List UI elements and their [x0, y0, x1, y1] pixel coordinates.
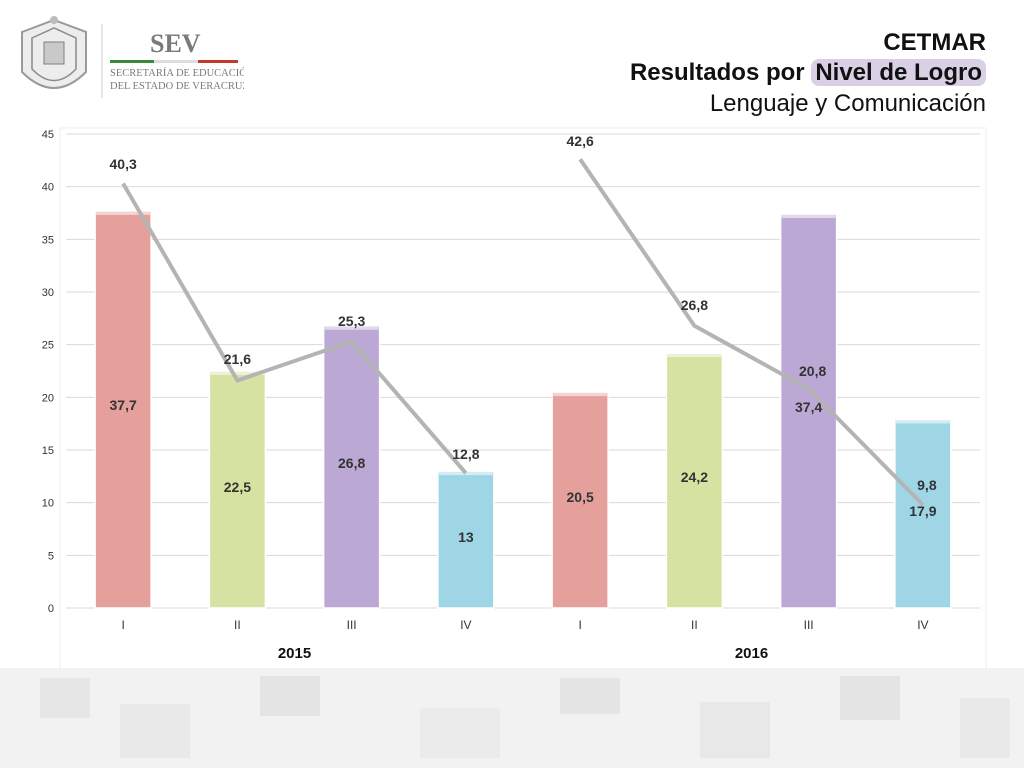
org-main: SEV [150, 29, 201, 58]
y-tick-label: 20 [42, 392, 54, 404]
y-tick-label: 0 [48, 603, 54, 615]
org-line2: DEL ESTADO DE VERACRUZ [110, 81, 244, 92]
bar-top-highlight [324, 325, 379, 330]
bar [894, 418, 952, 609]
line-value-label: 25,3 [338, 313, 365, 329]
bar [437, 470, 495, 609]
y-tick-label: 45 [42, 129, 54, 141]
x-tick-label: I [121, 618, 124, 632]
x-tick-label: II [691, 618, 698, 632]
line-value-label: 42,6 [567, 133, 594, 149]
bar-top-highlight [96, 210, 151, 215]
x-tick-label: III [347, 618, 357, 632]
title-block: CETMAR Resultados por Nivel de Logro Len… [630, 28, 986, 120]
bar-top-highlight [781, 214, 836, 219]
bar [322, 324, 381, 609]
subtitle-highlight: Nivel de Logro [811, 59, 986, 86]
bar-value-label: 24,2 [681, 469, 708, 485]
line-value-label: 40,3 [110, 156, 137, 172]
line-value-label: 26,8 [681, 297, 708, 313]
y-tick-label: 5 [48, 550, 54, 562]
bar-value-label: 13 [458, 529, 474, 545]
page-title: CETMAR [883, 29, 986, 56]
y-tick-label: 15 [42, 445, 54, 457]
x-tick-label: IV [460, 618, 471, 632]
footer-decoration [0, 668, 1024, 768]
bar-top-highlight [667, 353, 722, 358]
y-tick-label: 35 [42, 234, 54, 246]
y-tick-label: 25 [42, 340, 54, 352]
bar-value-label: 22,5 [224, 479, 251, 495]
bar-value-label: 20,5 [567, 489, 594, 505]
org-line1: SECRETARÍA DE EDUCACIÓN [110, 67, 244, 79]
x-tick-label: IV [917, 618, 928, 632]
line-value-label: 20,8 [799, 363, 826, 379]
line-series [578, 158, 925, 507]
line-series [121, 182, 468, 475]
bar [779, 213, 838, 609]
subject-label: Lenguaje y Comunicación [709, 90, 986, 117]
group-label: 2015 [278, 645, 311, 662]
y-tick-label: 30 [42, 287, 54, 299]
sev-logo: SEV SECRETARÍA DE EDUCACIÓN DEL ESTADO D… [21, 16, 244, 98]
y-tick-label: 40 [42, 182, 54, 194]
x-tick-label: III [804, 618, 814, 632]
group-label: 2016 [735, 645, 768, 662]
line-value-label: 12,8 [452, 446, 479, 462]
results-chart: 0 5 10 15 20 25 30 35 40 45 37,7 22,5 26,8 13 20,5 24,2… [42, 127, 987, 673]
line-value-label: 21,6 [224, 351, 251, 367]
bar [208, 370, 267, 609]
bar-value-label: 37,4 [795, 399, 822, 415]
bar-top-highlight [895, 419, 950, 424]
subtitle-prefix: Resultados por [629, 59, 812, 86]
coat-of-arms-icon [21, 16, 87, 89]
bar [665, 352, 724, 609]
plot-frame [59, 127, 987, 673]
page-subtitle: Resultados por Nivel de Logro [630, 58, 986, 88]
x-tick-label: I [578, 618, 581, 632]
bar-value-label: 17,9 [909, 503, 936, 519]
bar-top-highlight [210, 371, 265, 375]
line-value-label: 9,8 [917, 477, 937, 493]
bar-value-label: 26,8 [338, 455, 365, 471]
y-tick-label: 10 [42, 498, 54, 510]
bar [94, 210, 152, 609]
bar [551, 391, 609, 609]
bar-top-highlight [553, 392, 608, 397]
bar-value-label: 37,7 [110, 397, 137, 413]
x-tick-label: II [234, 618, 241, 632]
